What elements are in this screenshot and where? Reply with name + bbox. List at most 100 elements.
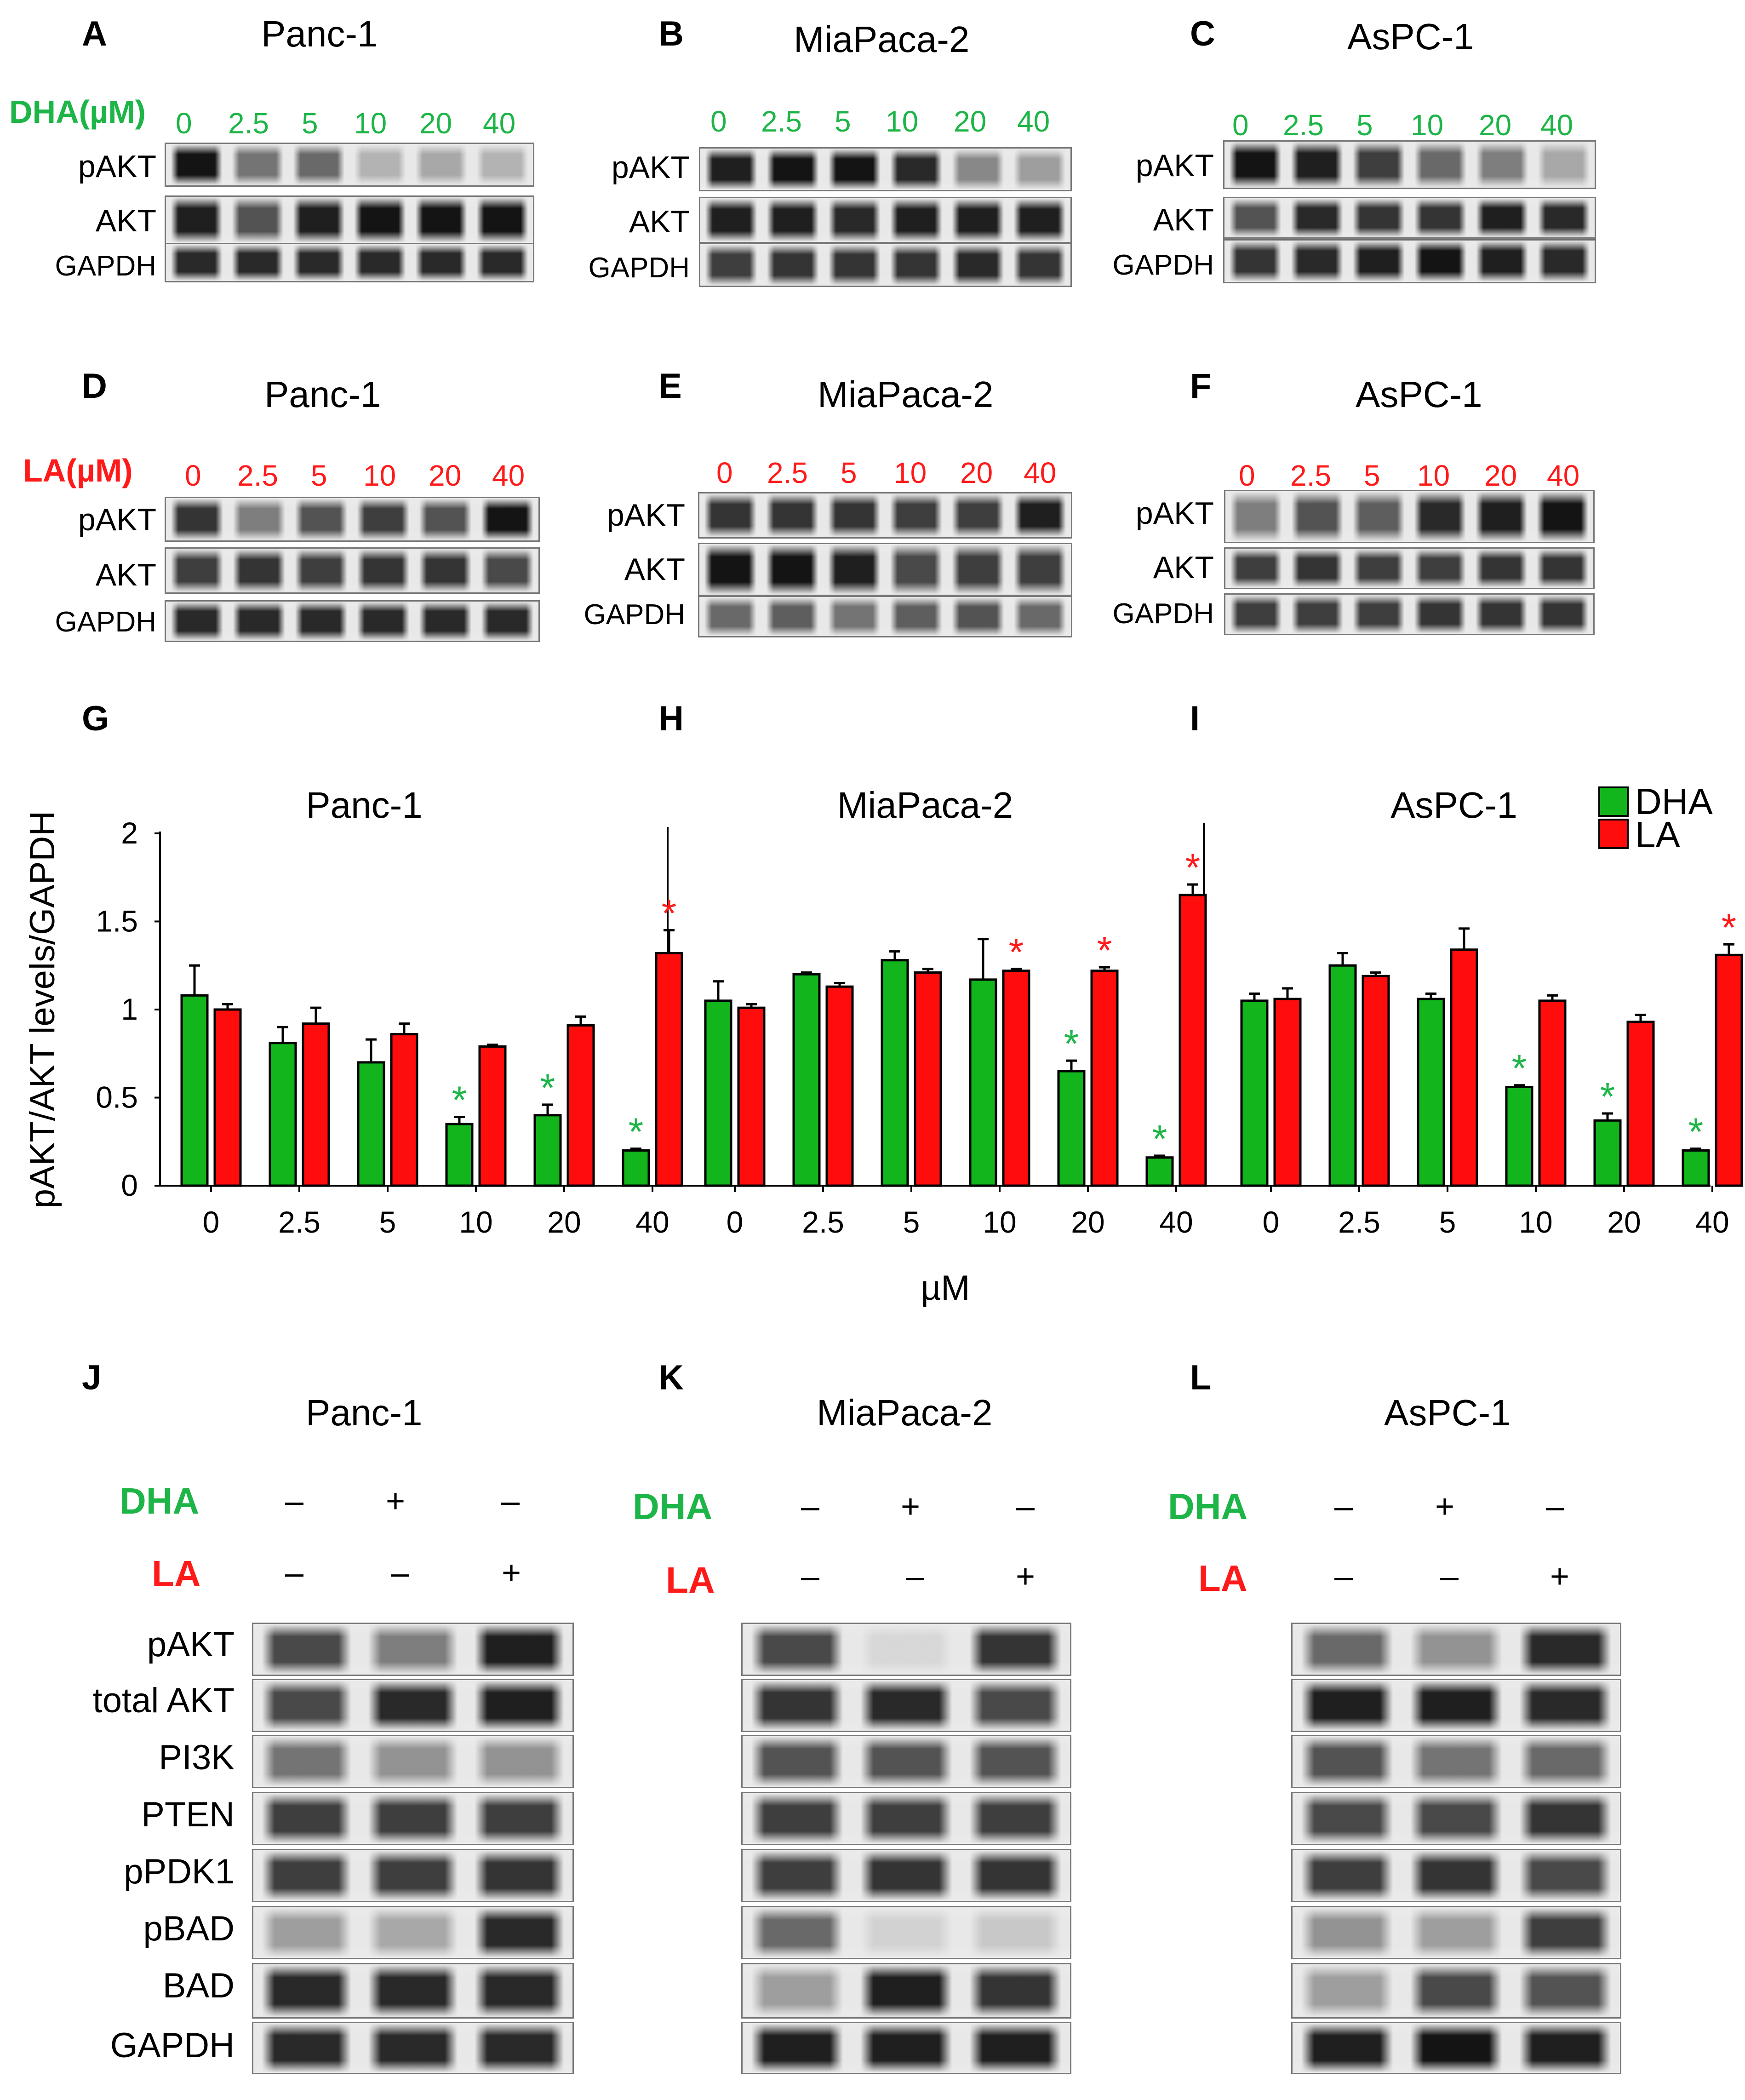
blot-strip [165, 143, 534, 187]
conc-label: 40 [483, 107, 516, 140]
row-label-pakt: pAKT [611, 150, 690, 185]
blot-strip [741, 1963, 1071, 2019]
blot-strip [1223, 140, 1596, 189]
x-tick-label: 20 [1071, 1205, 1104, 1239]
row-label-akt: AKT [95, 203, 156, 238]
x-tick-label: 0 [203, 1205, 220, 1239]
conc-label: 20 [954, 105, 987, 138]
blot-strip [699, 147, 1072, 191]
blot-strip [699, 197, 1072, 243]
blot-strip [698, 596, 1072, 637]
blot-strip [252, 1679, 574, 1732]
blot-strip [698, 492, 1072, 539]
blot-strip [741, 2022, 1071, 2074]
blot-strip [1291, 1906, 1621, 1959]
x-tick-label: 20 [1607, 1205, 1641, 1239]
row-label-total-akt: total AKT [92, 1681, 235, 1720]
blot-strip [1224, 490, 1595, 543]
significance-star: * [1097, 929, 1112, 972]
la-sign: + [501, 1555, 521, 1591]
blot-strip [1223, 239, 1596, 283]
conc-label: 0 [710, 105, 727, 138]
dha-bar [533, 1114, 562, 1187]
conc-label: 20 [1484, 459, 1517, 492]
dha-bar [1240, 999, 1269, 1187]
conc-label: 5 [1356, 109, 1373, 142]
x-tick-label: 0 [1263, 1205, 1280, 1239]
row-label-akt: AKT [1153, 550, 1214, 585]
dha-sign: + [385, 1483, 406, 1520]
blot-strip [1291, 1849, 1621, 1902]
row-label-akt: AKT [624, 552, 685, 587]
significance-star: * [1152, 1117, 1167, 1160]
dha-bar [1328, 964, 1357, 1187]
blot-strip [165, 600, 540, 642]
blot-strip [741, 1849, 1071, 1902]
significance-star: * [1512, 1047, 1527, 1090]
conc-label: 10 [1417, 459, 1450, 492]
la-sign: – [801, 1558, 820, 1595]
dha-label: DHA [1168, 1486, 1248, 1527]
row-label-bad: BAD [162, 1966, 235, 2005]
row-label-gapdh: GAPDH [1112, 598, 1214, 630]
conc-label: 2.5 [1290, 459, 1331, 492]
dha-sign: – [1016, 1488, 1035, 1525]
significance-star: * [1688, 1110, 1704, 1153]
panel-e-title: MiaPaca-2 [818, 374, 994, 415]
row-label-pakt: pAKT [1135, 496, 1214, 531]
dha-bar [1145, 1156, 1174, 1187]
panel-letter-c: C [1190, 14, 1215, 53]
la-bar [655, 952, 683, 1187]
dha-bar [969, 978, 997, 1187]
panel-letter-k: K [658, 1358, 684, 1397]
dha-bar [881, 959, 909, 1187]
blot-strip [1291, 2022, 1621, 2074]
x-tick-label: 40 [1695, 1205, 1729, 1239]
la-label: LA [1198, 1558, 1247, 1599]
dha-sign: + [1435, 1488, 1455, 1525]
la-sign: + [1550, 1558, 1570, 1595]
blot-strip [699, 243, 1072, 287]
conc-label: 20 [419, 107, 452, 140]
y-tick-label: 1 [121, 992, 138, 1026]
row-label-pakt: pAKT [78, 502, 156, 537]
y-tick-label: 1.5 [96, 904, 138, 938]
panel-letter: G [82, 699, 109, 738]
blot-strip [252, 2022, 574, 2074]
x-tick-label: 2.5 [278, 1205, 320, 1239]
row-label-pbad: pBAD [143, 1909, 235, 1948]
la-bar [213, 1008, 242, 1187]
blot-strip [698, 543, 1072, 596]
x-tick-label: 2.5 [1338, 1205, 1380, 1239]
x-tick-label: 40 [635, 1205, 669, 1239]
blot-strip [741, 1906, 1071, 1959]
dha-bar [1593, 1119, 1622, 1187]
legend-swatch-dha [1598, 786, 1629, 817]
la-bar [1090, 970, 1119, 1187]
row-label-pakt: pAKT [78, 149, 156, 184]
panel-j-title: Panc-1 [306, 1392, 423, 1433]
conc-label: 10 [894, 456, 927, 489]
significance-star: * [452, 1079, 467, 1122]
significance-star: * [662, 892, 677, 935]
panel-b-title: MiaPaca-2 [794, 19, 970, 60]
blot-strip [165, 497, 540, 542]
panel-f-title: AsPC-1 [1356, 374, 1482, 415]
dha-sign: – [801, 1488, 820, 1525]
conc-label: 20 [1479, 109, 1512, 142]
conc-label: 40 [1024, 456, 1057, 489]
la-bar [1273, 998, 1302, 1187]
conc-label: 0 [716, 456, 733, 489]
panel-letter-e: E [658, 367, 682, 406]
panel-letter-b: B [658, 14, 684, 53]
panel-letter-d: D [82, 367, 107, 406]
la-label: LA [666, 1560, 715, 1601]
significance-star: * [540, 1066, 555, 1109]
row-label-gapdh: GAPDH [584, 599, 685, 631]
conc-label: 10 [354, 107, 387, 140]
x-tick-label: 0 [727, 1205, 744, 1239]
significance-star: * [1064, 1022, 1079, 1065]
la-sign: – [285, 1555, 304, 1591]
panel-letter-f: F [1190, 367, 1212, 406]
conc-label: 40 [1547, 459, 1580, 492]
